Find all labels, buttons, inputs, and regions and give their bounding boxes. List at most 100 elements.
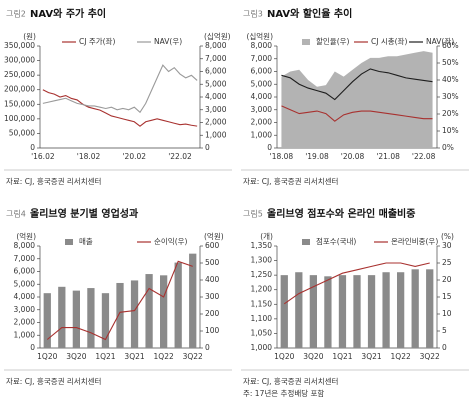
bar <box>101 293 110 348</box>
y-tick-label: 1,000 <box>14 330 36 339</box>
y-tick-label: 300,000 <box>4 56 35 65</box>
bar <box>160 275 168 348</box>
y2-tick-label: 20% <box>442 109 459 118</box>
y-tick-label: 1,150 <box>251 299 273 308</box>
y-tick-label: 1,250 <box>251 270 273 279</box>
y2-tick-label: 10% <box>442 126 459 135</box>
x-tick-label: 1Q20 <box>274 352 294 361</box>
legend-swatch <box>302 239 310 245</box>
y-tick-label: 6,000 <box>251 67 273 76</box>
x-tick-label: '18.08 <box>270 152 294 161</box>
y2-tick-label: 40% <box>442 75 459 84</box>
y-tick-label: 3,000 <box>14 305 36 314</box>
y-tick-label: 1,000 <box>251 343 273 352</box>
bar <box>116 282 124 348</box>
source: 자료: CJ, 흥국증권 리서치센터 <box>243 176 338 186</box>
bar <box>145 274 153 348</box>
y2-tick-label: 4,000 <box>205 92 227 101</box>
figure-label: 그림5 <box>243 209 263 219</box>
y2-tick-label: 8,000 <box>205 41 227 50</box>
bar <box>43 293 51 348</box>
y2-tick-label: 200 <box>205 309 220 318</box>
chart-title: 올리브영 점포수와 온라인 매출비중 <box>267 207 415 220</box>
y-tick-label: 0 <box>30 143 35 152</box>
x-tick-label: 3Q20 <box>66 352 86 361</box>
y2-tick-label: 5,000 <box>205 79 227 88</box>
y-unit: (십억원) <box>246 32 273 41</box>
x-tick-label: 3Q22 <box>420 352 440 361</box>
bar <box>87 288 95 348</box>
bar <box>397 272 405 348</box>
x-tick-label: 1Q22 <box>154 352 174 361</box>
y-tick-label: 1,200 <box>251 285 273 294</box>
y-tick-label: 5,000 <box>14 279 36 288</box>
x-tick-label: 1Q20 <box>37 352 57 361</box>
y2-tick-label: 1,000 <box>205 130 227 139</box>
y2-tick-label: 300 <box>205 292 220 301</box>
y2-unit: (억원) <box>204 232 224 241</box>
y-tick-label: 0 <box>30 343 35 352</box>
y-tick-label: 5,000 <box>251 79 273 88</box>
x-tick-label: '20.02 <box>123 152 147 161</box>
y-tick-label: 4,000 <box>14 292 36 301</box>
y2-tick-label: 25 <box>442 258 452 267</box>
figure-label: 그림2 <box>6 9 26 19</box>
legend-label: 매출 <box>79 236 93 246</box>
bar <box>174 262 182 348</box>
x-tick-label: '22.02 <box>168 152 192 161</box>
bar <box>426 269 434 348</box>
area <box>281 51 433 148</box>
x-tick-label: '22.08 <box>412 152 436 161</box>
legend-label: 할인율(우) <box>316 36 350 46</box>
x-tick-label: 1Q22 <box>391 352 411 361</box>
y2-tick-label: 600 <box>205 241 220 250</box>
y-tick-label: 150,000 <box>4 99 35 108</box>
legend-label: 순이익(우) <box>154 236 188 246</box>
chart-title: NAV와 할인율 추이 <box>267 7 352 20</box>
y-tick-label: 2,000 <box>251 118 273 127</box>
x-tick-label: 1Q21 <box>332 352 352 361</box>
y-tick-label: 1,000 <box>251 130 273 139</box>
y-tick-label: 0 <box>267 143 272 152</box>
source: 자료: CJ, 흥국증권 리서치센터 <box>6 376 101 386</box>
chart-title: 올리브영 분기별 영업성과 <box>30 207 139 220</box>
figure-label: 그림4 <box>6 209 26 219</box>
bar <box>72 290 80 348</box>
y-tick-label: 1,300 <box>251 256 273 265</box>
x-tick-label: 3Q20 <box>303 352 323 361</box>
bar <box>309 275 317 348</box>
x-tick-label: '21.08 <box>376 152 400 161</box>
source: 자료: CJ, 흥국증권 리서치센터 <box>6 176 101 186</box>
x-tick-label: '16.02 <box>31 152 55 161</box>
y2-tick-label: 30 <box>442 241 452 250</box>
y2-tick-label: 30% <box>442 92 459 101</box>
bar <box>295 272 303 348</box>
y-unit: (억원) <box>16 232 36 241</box>
x-tick-label: 3Q21 <box>361 352 381 361</box>
y-unit: (원) <box>23 32 36 41</box>
y2-tick-label: 20 <box>442 275 452 284</box>
y2-tick-label: 60% <box>442 41 459 50</box>
line <box>283 262 430 305</box>
y-tick-label: 100,000 <box>4 114 35 123</box>
y2-tick-label: 500 <box>205 258 220 267</box>
line <box>42 64 198 114</box>
legend-swatch <box>65 239 73 245</box>
bar <box>353 275 361 348</box>
y-tick-label: 250,000 <box>4 70 35 79</box>
x-tick-label: 3Q22 <box>183 352 203 361</box>
bar <box>382 272 390 348</box>
y2-tick-label: 7,000 <box>205 54 227 63</box>
y2-tick-label: 100 <box>205 326 220 335</box>
line <box>281 68 433 101</box>
y2-tick-label: 2,000 <box>205 118 227 127</box>
chart-title: NAV와 주가 추이 <box>30 7 106 20</box>
y-tick-label: 7,000 <box>251 54 273 63</box>
legend-label: NAV(좌) <box>426 37 454 46</box>
bar <box>411 269 419 348</box>
y2-tick-label: 0 <box>205 143 210 152</box>
y-tick-label: 3,000 <box>251 105 273 114</box>
x-tick-label: 1Q21 <box>95 352 115 361</box>
y-unit: (개) <box>260 231 273 241</box>
